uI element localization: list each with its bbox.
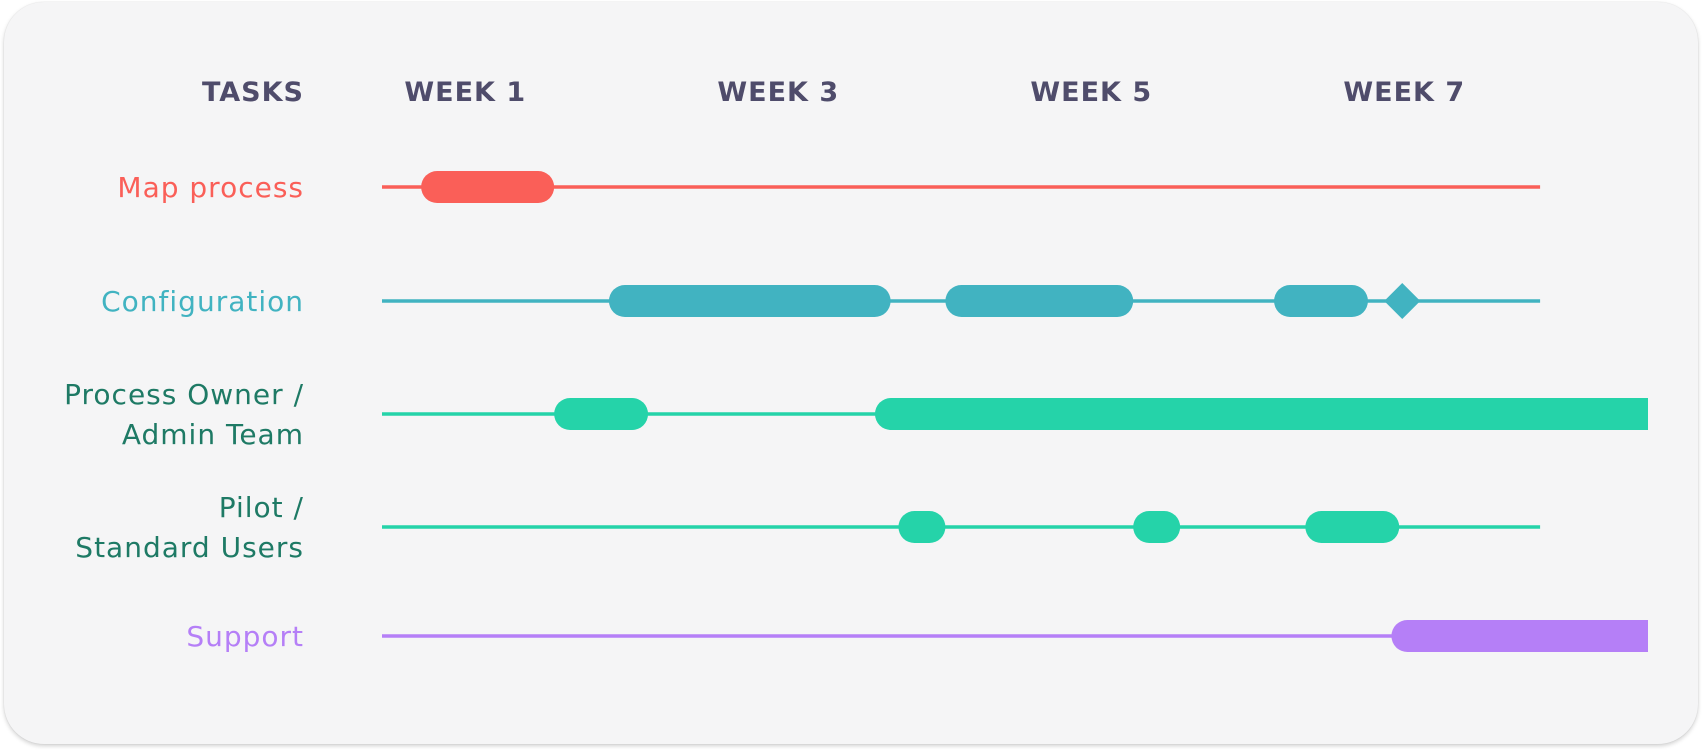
task-rows: Map process Configuration Process Owner / A… — [64, 171, 1648, 653]
task-bar-support-1 — [1391, 620, 1648, 652]
milestone-diamond-configuration-1 — [1384, 283, 1421, 319]
week-header-2: WEEK 3 — [717, 77, 839, 108]
task-label-process-owner-line-2: Admin Team — [122, 418, 304, 451]
week-header-4: WEEK 7 — [1343, 77, 1465, 108]
task-bar-pilot-3 — [1305, 511, 1400, 543]
task-row-configuration: Configuration — [101, 283, 1541, 319]
tasks-header: TASKS — [202, 77, 304, 108]
week-header-1: WEEK 1 — [404, 77, 526, 108]
task-bar-map-process-1 — [421, 171, 555, 203]
task-label-support: Support — [186, 620, 304, 653]
task-bar-configuration-3 — [1274, 285, 1368, 317]
task-bar-process-owner-1 — [554, 398, 649, 430]
task-label-map-process: Map process — [117, 171, 304, 204]
task-row-support: Support — [186, 620, 1648, 653]
task-label-pilot-line-1: Pilot / — [219, 491, 304, 524]
week-headers: WEEK 1 WEEK 3 WEEK 5 WEEK 7 — [404, 77, 1465, 108]
task-label-process-owner-line-1: Process Owner / — [64, 378, 304, 411]
task-bar-configuration-1 — [608, 285, 891, 317]
task-bar-process-owner-2 — [874, 398, 1648, 430]
task-bar-configuration-2 — [945, 285, 1134, 317]
task-label-configuration: Configuration — [101, 285, 304, 318]
week-header-3: WEEK 5 — [1030, 77, 1152, 108]
task-label-pilot-line-2: Standard Users — [75, 531, 304, 564]
task-bar-pilot-1 — [898, 511, 946, 543]
task-row-map-process: Map process — [117, 171, 1541, 204]
task-row-pilot: Pilot / Standard Users — [75, 491, 1541, 564]
task-bar-pilot-2 — [1133, 511, 1181, 543]
task-row-process-owner: Process Owner / Admin Team — [64, 378, 1648, 451]
